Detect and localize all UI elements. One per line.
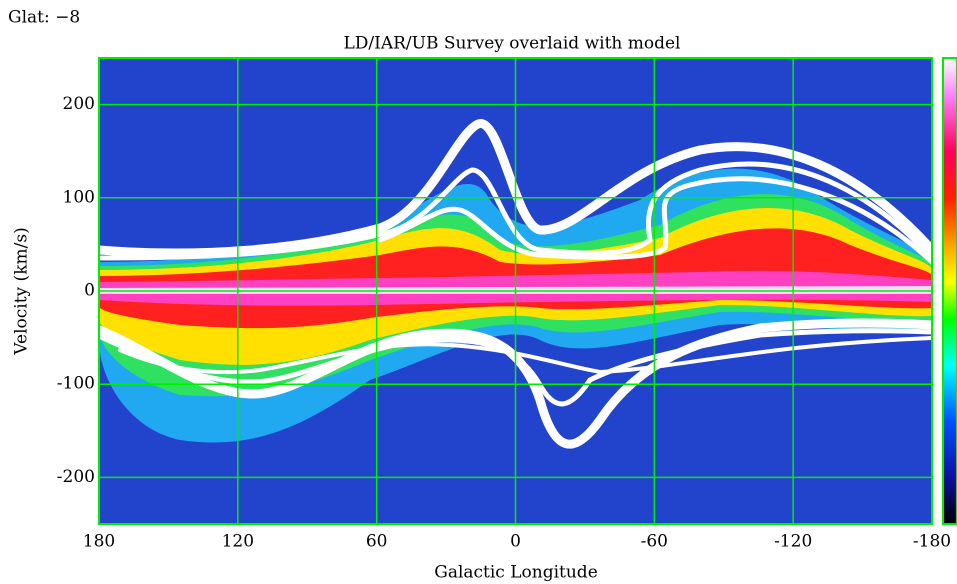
y-tick-label: 200: [63, 94, 95, 114]
glat-label: Glat: −8: [8, 8, 80, 28]
chart-title: LD/IAR/UB Survey overlaid with model: [343, 34, 680, 54]
x-tick-label: -180: [913, 532, 951, 552]
y-axis-label: Velocity (km/s): [12, 227, 32, 355]
x-tick-label: 60: [366, 532, 388, 552]
plot-frame: [98, 57, 933, 525]
x-tick-label: 0: [510, 532, 521, 552]
y-tick-label: 100: [63, 187, 95, 207]
x-tick-label: -60: [641, 532, 668, 552]
x-tick-label: 120: [222, 532, 254, 552]
colorbar: [942, 57, 957, 525]
y-tick-label: 0: [84, 281, 95, 301]
y-tick-label: -100: [57, 374, 95, 394]
x-tick-label: -120: [774, 532, 812, 552]
y-tick-label: -200: [57, 467, 95, 487]
x-axis-label: Galactic Longitude: [434, 563, 598, 583]
x-tick-label: 180: [83, 532, 115, 552]
